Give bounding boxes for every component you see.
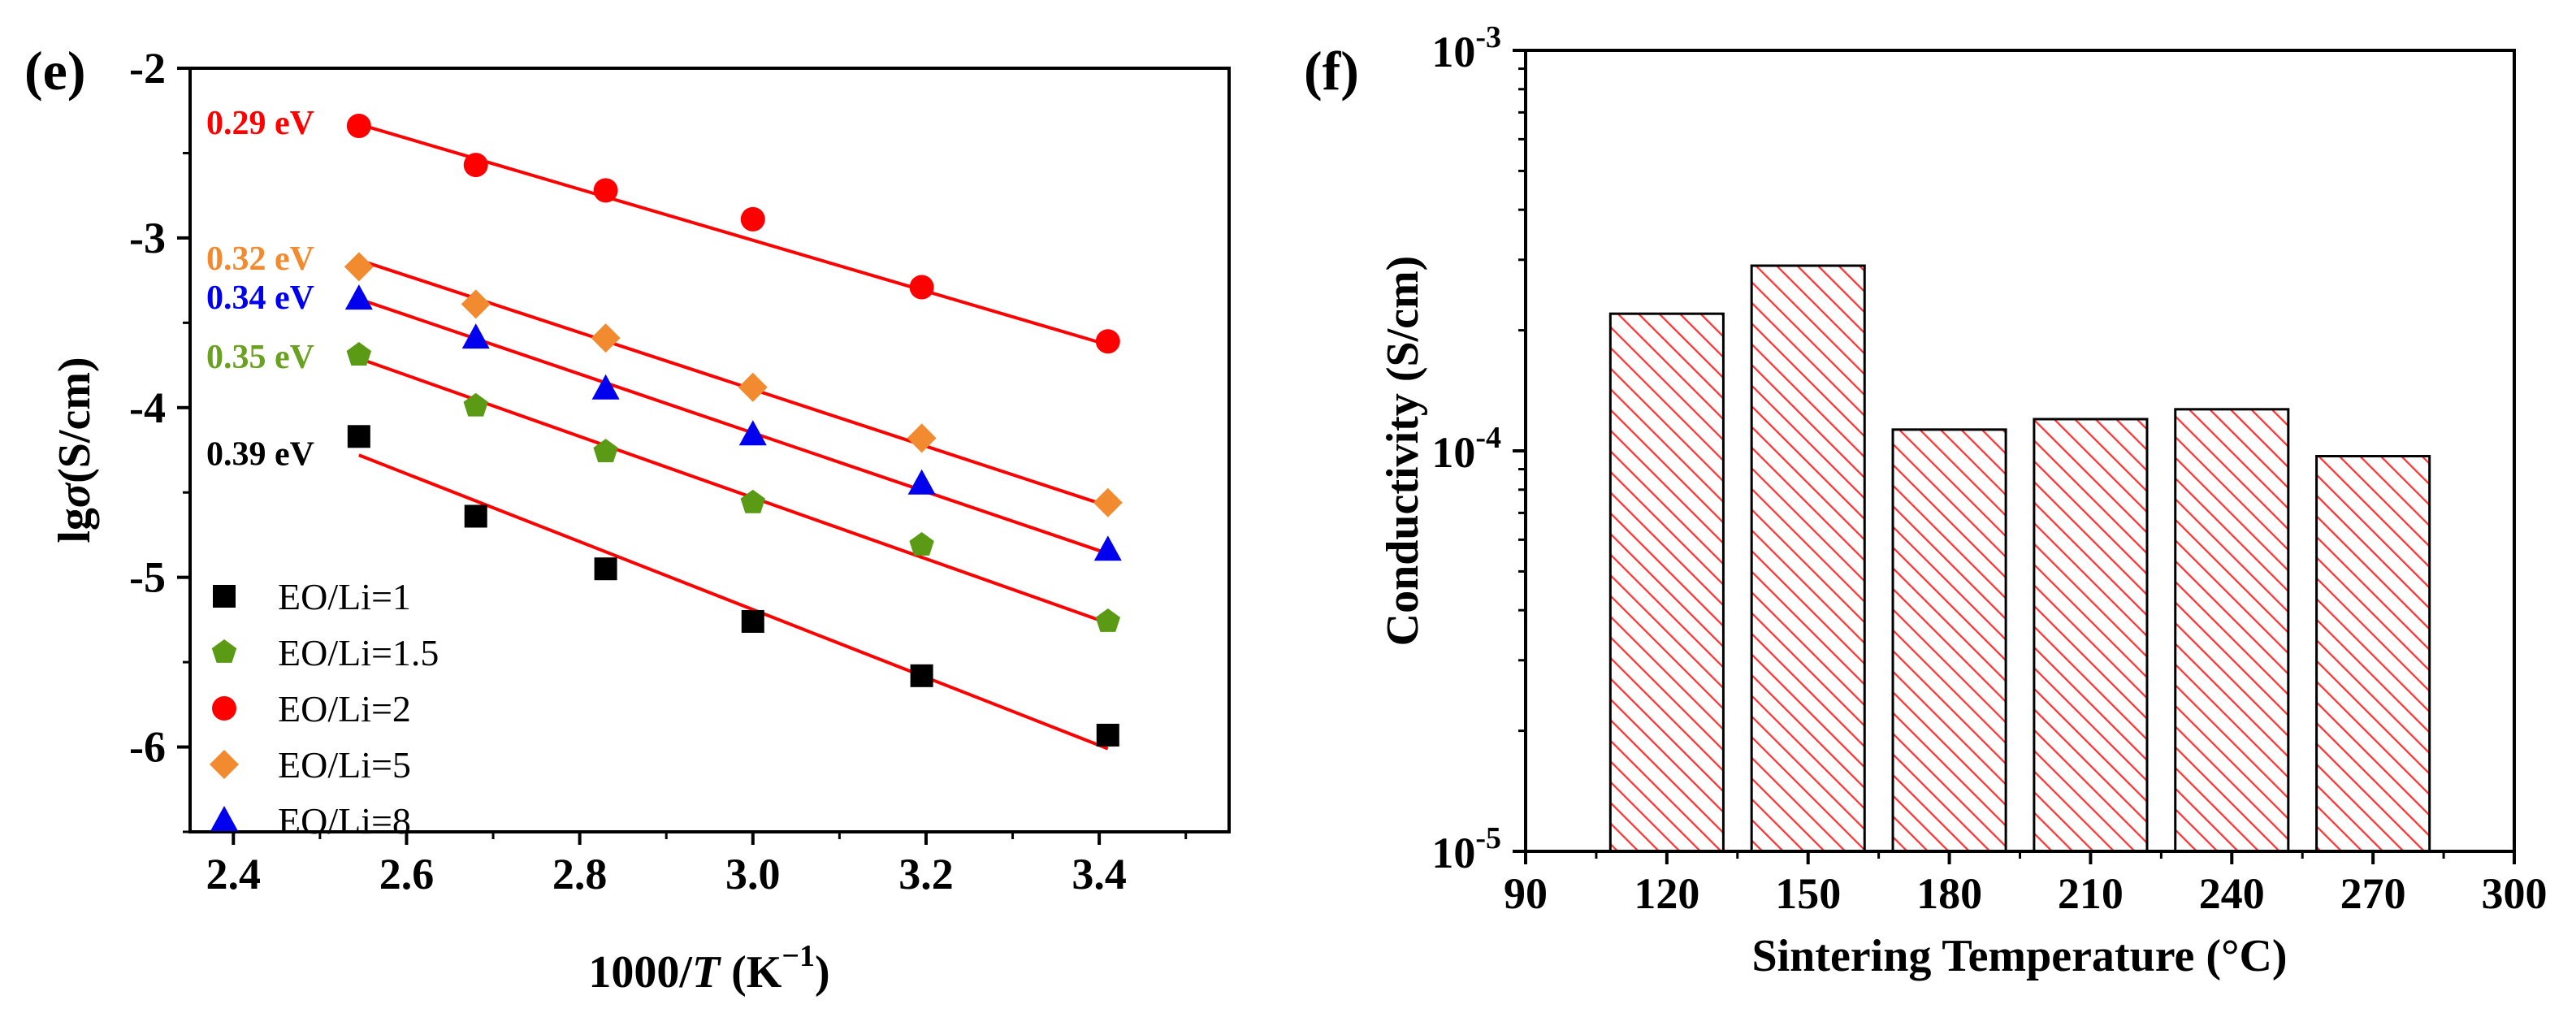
data-point-eo-li-8 <box>591 374 620 400</box>
data-point-eo-li-5 <box>591 323 621 353</box>
bar-210 <box>2033 418 2149 853</box>
legend-marker-eo-li-1 <box>213 585 236 608</box>
activation-energy-labels: 0.39 eV 0.35 eV 0.29 eV 0.32 eV0.34 eV <box>206 105 314 473</box>
x-tick-label: 120 <box>1634 869 1699 918</box>
panel-e-y-axis-title: lgσ(S/cm) <box>50 357 100 543</box>
data-point-eo-li-8 <box>738 420 767 446</box>
data-point-eo-li-8 <box>461 323 490 349</box>
x-tick-label: 300 <box>2482 869 2548 918</box>
x-tick-label: 3.0 <box>725 850 781 898</box>
data-point-eo-li-5 <box>1093 487 1123 517</box>
data-point-eo-li-1 <box>1096 723 1119 747</box>
activation-energy-label: 0.35 eV <box>206 339 314 376</box>
panel-e-plot-frame <box>188 67 1231 833</box>
x-tick-label: 3.2 <box>898 850 954 898</box>
x-tick-label: 150 <box>1775 869 1841 918</box>
data-point-eo-li-8 <box>344 284 373 310</box>
x-tick-label: 270 <box>2340 869 2406 918</box>
fit-line-eo-li-1 <box>358 453 1109 751</box>
x-tick-label: 210 <box>2058 869 2124 918</box>
data-point-eo-li-2 <box>593 178 618 203</box>
bar-150 <box>1750 264 1866 853</box>
bar-180 <box>1891 428 2007 853</box>
legend-marker-eo-li-1-5 <box>211 639 237 663</box>
panel-f-ticks: 90 120 150 180 210 240 270 300 10-3 10-4 10-5 <box>1431 20 2547 918</box>
data-point-eo-li-1 <box>347 425 370 448</box>
y-tick-label: -3 <box>129 214 166 262</box>
activation-energy-label: 0.34 eV <box>206 279 314 317</box>
activation-energy-label: 0.29 eV <box>206 105 314 142</box>
y-tick-label: -6 <box>129 723 166 772</box>
legend-label: EO/Li=8 <box>278 800 411 842</box>
x-tick-label: 2.4 <box>206 850 262 898</box>
data-point-eo-li-1 <box>464 504 487 528</box>
y-tick-label: 10-4 <box>1431 421 1501 477</box>
y-tick-label: -5 <box>129 553 166 602</box>
panel-f-y-axis-title: Conductivity (S/cm) <box>1378 256 1428 647</box>
x-tick-label: 2.8 <box>552 850 608 898</box>
data-point-eo-li-1 <box>910 664 933 687</box>
y-tick-label: 10-3 <box>1431 20 1501 76</box>
data-point-eo-li-5 <box>907 423 937 453</box>
x-tick-label: 90 <box>1504 869 1548 918</box>
activation-energy-label: 0.32 eV <box>206 240 314 278</box>
panel-f: (f) 90 120 150 180 210 240 270 30010-310-410-5 … <box>1304 20 2548 981</box>
panel-f-label: (f) <box>1304 40 1359 102</box>
legend-label: EO/Li=2 <box>278 688 411 729</box>
legend-label: EO/Li=5 <box>278 744 411 786</box>
activation-energy-label: 0.39 eV <box>206 435 314 473</box>
x-tick-label: 180 <box>1916 869 1982 918</box>
x-tick-label: 2.6 <box>379 850 435 898</box>
data-point-eo-li-5 <box>344 252 374 282</box>
panel-e-label: (e) <box>24 40 85 102</box>
fit-lines <box>358 123 1109 751</box>
bar-270 <box>2315 455 2431 853</box>
panel-e-legend: EO/Li=1 EO/Li=1.5 EO/Li=2 EO/Li=5 EO/Li=8 <box>210 576 439 842</box>
bars <box>1608 264 2431 853</box>
legend-label: EO/Li=1.5 <box>278 632 439 673</box>
data-point-eo-li-1-5 <box>346 342 372 366</box>
data-points <box>344 114 1123 747</box>
data-point-eo-li-1 <box>741 609 764 633</box>
data-point-eo-li-2 <box>909 275 934 300</box>
panel-e: (e) 2.4 2.6 2.8 3.0 3.2 3.4 -6 -5 -4 -3 -2 0.39 eV… <box>24 40 1231 998</box>
data-point-eo-li-1-5 <box>740 489 765 513</box>
data-point-eo-li-2 <box>346 114 371 139</box>
bar-120 <box>1608 312 1725 853</box>
legend-marker-eo-li-5 <box>210 750 239 779</box>
data-point-eo-li-1 <box>594 557 617 581</box>
data-point-eo-li-2 <box>1095 329 1120 354</box>
data-point-eo-li-5 <box>461 289 491 319</box>
data-point-eo-li-1-5 <box>463 392 488 417</box>
data-point-eo-li-1-5 <box>593 439 618 462</box>
panel-e-x-axis-title: 1000/T (K−1) <box>588 939 829 998</box>
data-point-eo-li-2 <box>740 206 765 232</box>
y-tick-label: -4 <box>129 383 166 432</box>
bar-240 <box>2174 408 2290 853</box>
legend-label: EO/Li=1 <box>278 576 411 617</box>
data-point-eo-li-8 <box>1093 535 1122 561</box>
legend-marker-eo-li-8 <box>210 806 238 831</box>
data-point-eo-li-1-5 <box>909 532 934 556</box>
legend-marker-eo-li-2 <box>212 696 236 721</box>
x-tick-label: 240 <box>2199 869 2265 918</box>
panel-e-ticks: 2.4 2.6 2.8 3.0 3.2 3.4 -6 -5 -4 -3 -2 <box>129 44 1188 898</box>
data-point-eo-li-5 <box>738 372 768 402</box>
x-tick-label: 3.4 <box>1072 850 1127 898</box>
y-tick-label: -2 <box>129 44 166 93</box>
data-point-eo-li-2 <box>463 153 488 178</box>
panel-f-x-axis-title: Sintering Temperature (°C) <box>1751 931 2287 981</box>
data-point-eo-li-8 <box>907 469 936 495</box>
y-tick-label: 10-5 <box>1431 821 1501 877</box>
data-point-eo-li-1-5 <box>1095 608 1120 632</box>
